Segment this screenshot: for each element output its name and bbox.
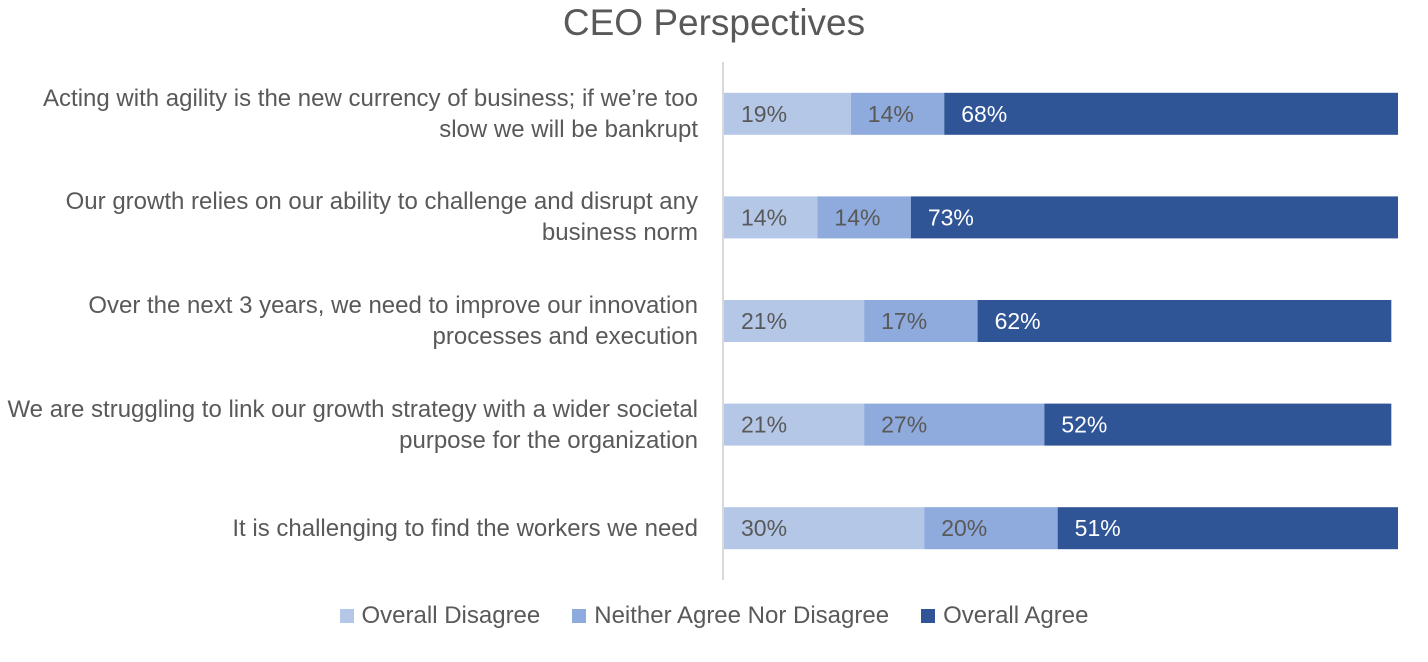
- legend-item: Neither Agree Nor Disagree: [572, 602, 889, 630]
- legend-item: Overall Agree: [921, 602, 1088, 630]
- data-label: 21%: [741, 308, 787, 334]
- data-label: 51%: [1075, 515, 1121, 541]
- category-label: Our growth relies on our ability to chal…: [65, 188, 698, 247]
- data-label: 52%: [1061, 412, 1107, 438]
- bar-segment-neither-agree-nor-disagree: [864, 403, 1045, 446]
- bar-segment-overall-agree: [977, 300, 1392, 342]
- legend-swatch: [921, 609, 936, 623]
- data-label: 14%: [868, 101, 914, 127]
- bar-segment-overall-disagree: [724, 92, 851, 135]
- category-label: We are struggling to link our growth str…: [7, 395, 698, 454]
- chart-title: CEO Perspectives: [562, 2, 866, 43]
- data-label: 21%: [741, 412, 787, 438]
- category-axis-line: [722, 62, 724, 580]
- legend-label: Overall Agree: [943, 602, 1089, 629]
- data-label: 14%: [834, 204, 880, 230]
- bar-segment-overall-agree: [1044, 403, 1392, 446]
- data-label: 19%: [741, 101, 787, 127]
- bar-segment-neither-agree-nor-disagree: [864, 300, 978, 342]
- category-label: Over the next 3 years, we need to improv…: [88, 292, 698, 350]
- category-label: It is challenging to find the workers we…: [232, 514, 698, 542]
- bar-segment-neither-agree-nor-disagree: [924, 507, 1058, 550]
- data-label: 17%: [881, 308, 927, 334]
- bar-segment-neither-agree-nor-disagree: [817, 196, 911, 239]
- bar-segment-overall-agree: [944, 92, 1398, 135]
- legend-label: Overall Disagree: [361, 602, 541, 629]
- data-label: 73%: [928, 204, 974, 230]
- bar-segment-overall-agree: [1057, 507, 1398, 550]
- legend-swatch: [572, 609, 587, 623]
- data-label: 30%: [741, 515, 787, 541]
- legend-swatch: [339, 609, 354, 623]
- data-label: 68%: [961, 101, 1007, 127]
- legend: Overall Disagree Neither Agree Nor Disagr…: [0, 598, 1428, 634]
- bar-segment-overall-disagree: [724, 403, 865, 446]
- data-label: 20%: [941, 515, 987, 541]
- legend-label: Neither Agree Nor Disagree: [594, 602, 890, 629]
- bar-segment-overall-disagree: [724, 300, 865, 342]
- category-label: Acting with agility is the new currency …: [43, 84, 698, 143]
- bar-segment-overall-disagree: [724, 196, 818, 239]
- data-label: 62%: [995, 308, 1041, 334]
- data-label: 27%: [881, 412, 927, 438]
- legend-item: Overall Disagree: [339, 602, 541, 630]
- bar-segment-neither-agree-nor-disagree: [850, 92, 945, 135]
- bar-segment-overall-agree: [910, 196, 1398, 239]
- data-label: 14%: [741, 204, 787, 230]
- bar-segment-overall-disagree: [724, 507, 925, 550]
